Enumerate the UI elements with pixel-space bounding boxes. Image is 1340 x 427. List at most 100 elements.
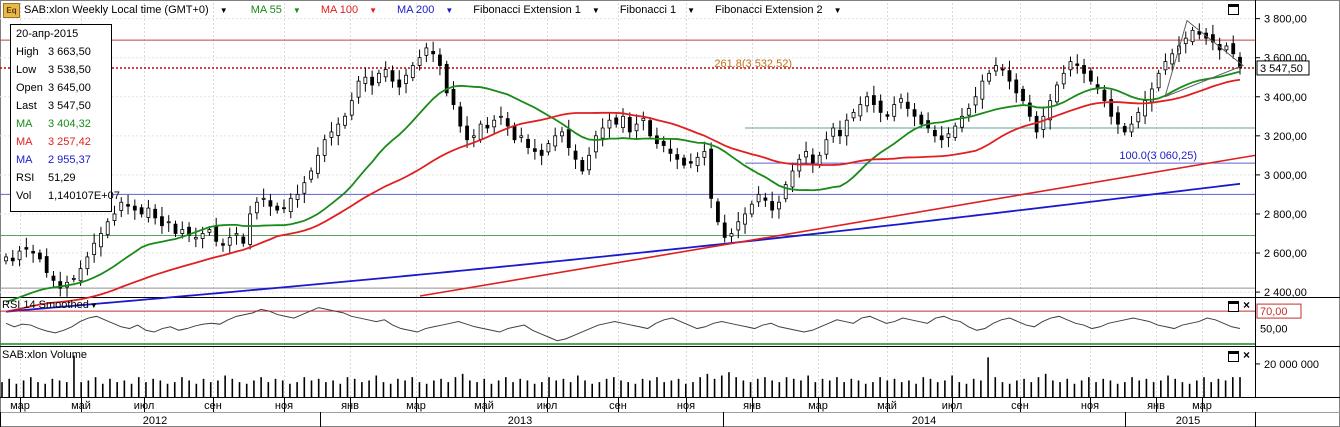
candle-body [790, 170, 795, 188]
candle-body [587, 154, 591, 171]
volume-tick-label: 20 000 000 [1264, 359, 1319, 371]
study-menu-4[interactable]: Fibonacci 1 ▼ [620, 4, 705, 16]
candle-body [1000, 68, 1005, 71]
legend-row: MA 3 404,32 [11, 115, 111, 133]
candle-body [675, 154, 680, 160]
legend-label: Open [16, 82, 43, 94]
candle-body [770, 201, 775, 211]
candle-body [878, 100, 883, 113]
study-menu-0[interactable]: MA 55 ▼ [251, 4, 311, 16]
candle-body [377, 72, 381, 84]
rsi-tick-label: 50,00 [1260, 324, 1288, 336]
fib-annotation: 261.8(3 532,52) [714, 58, 792, 70]
candle-body [688, 161, 693, 164]
legend-label: RSI [16, 172, 35, 184]
study-label: Fibonacci 1 [619, 4, 677, 16]
candle-body [973, 96, 978, 106]
legend-row: Last 3 547,50 [11, 97, 111, 115]
rsi-line [5, 307, 1241, 342]
candle-body [173, 223, 178, 234]
candle-body [729, 233, 734, 237]
candle-body [4, 256, 8, 262]
candle-body [695, 156, 700, 166]
candle-body [1027, 102, 1032, 117]
legend-row: Vol 1,140107E+07 [11, 187, 120, 205]
legend-label: Vol [16, 190, 32, 202]
candle-body [858, 104, 863, 117]
candle-body [1007, 70, 1012, 82]
last-price-label: 3 547,50 [1260, 63, 1303, 75]
close-rsi-icon[interactable]: × [1243, 298, 1251, 312]
data-window: 20-апр-2015 High 3 663,50 Low 3 538,50 Open 3… [10, 24, 120, 212]
year-tick-label: 2013 [508, 415, 532, 427]
candle-body [966, 108, 971, 116]
month-tick-label: янв [341, 400, 359, 412]
maximize-main-icon[interactable] [1228, 4, 1239, 15]
legend-value: 3 257,42 [48, 136, 91, 148]
study-menu-1[interactable]: MA 100 ▼ [321, 4, 387, 16]
candle-body [329, 131, 334, 138]
candle-body [1197, 31, 1202, 35]
rsi-pane-title[interactable]: RSI 14 Smoothed▼ [2, 299, 98, 311]
legend-label: MA [16, 136, 33, 148]
price-tick-label: 3 000,00 [1264, 170, 1307, 182]
study-label: MA 55 [250, 4, 282, 16]
candle-body [573, 150, 578, 160]
study-menu-2[interactable]: MA 200 ▼ [397, 4, 463, 16]
candle-body [905, 101, 910, 109]
candle-body [831, 127, 836, 137]
candle-body [1156, 72, 1161, 89]
candle-body [1082, 65, 1086, 74]
candle-body [600, 127, 605, 139]
candle-body [404, 74, 408, 84]
equity-icon[interactable]: Eq [3, 3, 20, 18]
candle-body [716, 201, 720, 223]
candle-body [139, 207, 144, 215]
legend-label: MA [16, 154, 33, 166]
candle-body [566, 129, 571, 148]
maximize-rsi-icon[interactable] [1228, 301, 1239, 312]
candle-body [221, 243, 225, 246]
candle-body [336, 123, 341, 136]
candle-body [112, 213, 117, 222]
symbol-label: SAB:xlon Weekly Local time (GMT+0) [24, 4, 209, 16]
candle-body [92, 242, 97, 255]
maximize-volume-icon[interactable] [1228, 351, 1239, 362]
candle-body [166, 221, 171, 224]
candle-body [315, 154, 320, 174]
chevron-down-icon: ▼ [833, 6, 842, 15]
month-tick-label: июл [134, 400, 155, 412]
candle-body [1048, 100, 1053, 121]
study-menu-3[interactable]: Fibonacci Extension 1 ▼ [473, 4, 610, 16]
candle-body [614, 117, 619, 125]
legend-value: 1,140107E+07 [48, 190, 120, 202]
candle-body [275, 205, 280, 211]
candle-body [709, 148, 714, 199]
chevron-down-icon: ▼ [292, 6, 301, 15]
candle-body [546, 143, 551, 153]
candle-body [1170, 53, 1175, 65]
candle-body [932, 129, 937, 137]
month-tick-label: сен [1011, 400, 1029, 412]
candle-body [919, 114, 924, 125]
close-volume-icon[interactable]: × [1243, 348, 1251, 362]
legend-row: MA 2 955,37 [11, 151, 111, 169]
candle-body [987, 72, 992, 82]
candle-body [1088, 70, 1093, 82]
candle-body [241, 236, 246, 244]
candle-body [390, 70, 395, 82]
rsi-title-label: RSI 14 Smoothed [2, 299, 89, 311]
last-price-box [1256, 60, 1310, 76]
candle-body [193, 236, 198, 240]
candle-body [641, 117, 646, 121]
candle-body [763, 197, 768, 201]
study-menu-5[interactable]: Fibonacci Extension 2 ▼ [715, 4, 852, 16]
ma-55-line [5, 70, 1241, 303]
candle-body [539, 149, 544, 156]
candle-body [58, 281, 63, 289]
candle-body [817, 154, 822, 165]
price-tick-label: 3 600,00 [1264, 53, 1307, 65]
symbol-menu[interactable]: SAB:xlon Weekly Local time (GMT+0) ▼ [24, 4, 238, 16]
year-tick-label: 2015 [1176, 415, 1200, 427]
